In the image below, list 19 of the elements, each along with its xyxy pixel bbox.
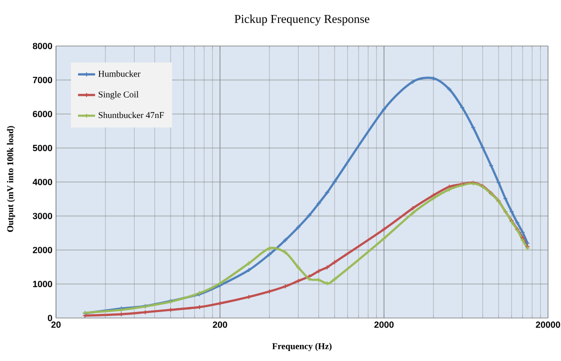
y-tick-label: 4000	[32, 178, 52, 186]
x-tick-label: 20	[51, 322, 61, 328]
legend-label: Humbucker	[98, 70, 140, 77]
y-tick-label: 6000	[32, 110, 52, 118]
legend-label: Shuntbucker 47nF	[98, 112, 164, 118]
y-axis-title: Output (mV into 100k load)	[6, 126, 16, 232]
x-tick-label: 20000	[536, 322, 560, 328]
y-tick-label: 5000	[32, 144, 52, 152]
y-tick-label: 2000	[32, 246, 52, 254]
x-tick-label: 200	[212, 322, 228, 328]
y-tick-label: 3000	[32, 212, 52, 220]
y-tick-label: 7000	[32, 76, 52, 84]
x-tick-label: 2000	[374, 322, 394, 328]
y-tick-label: 0	[48, 314, 52, 322]
legend-label: Single Coil	[98, 91, 139, 100]
y-tick-label: 1000	[33, 280, 52, 288]
x-axis-title: Frequency (Hz)	[272, 342, 332, 352]
y-tick-label: 8000	[32, 42, 52, 50]
chart-title: Pickup Frequency Response	[234, 14, 370, 26]
